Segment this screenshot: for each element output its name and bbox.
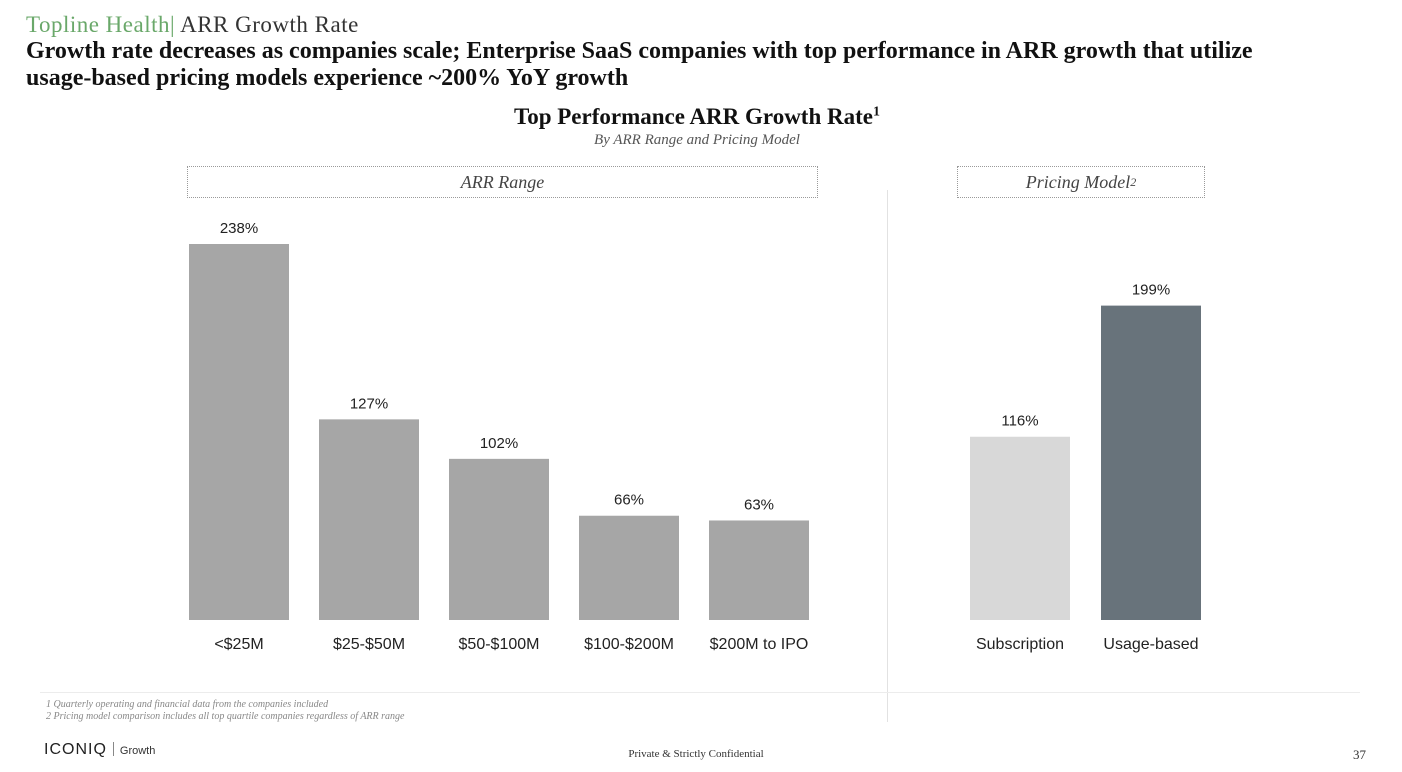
data-label-arr-200m-to-ipo: 63% [744, 496, 774, 513]
category-label-arr-100-200m: $100-$200M [584, 636, 674, 653]
category-label-pricing-usage-based: Usage-based [1103, 636, 1198, 653]
iconiq-logo: ICONIQ Growth [44, 741, 155, 759]
data-label-pricing-subscription: 116% [1001, 413, 1038, 430]
category-label-arr-25m: <$25M [214, 636, 263, 653]
data-label-arr-25m: 238% [220, 220, 258, 237]
data-label-arr-50-100m: 102% [480, 435, 518, 452]
pricing-model-footnote-ref: 2 [1130, 174, 1137, 189]
chart-title: Top Performance ARR Growth Rate1 [0, 104, 1394, 130]
footnote-divider [40, 692, 1360, 693]
section-name: Topline Health [26, 12, 170, 37]
logo-subtext: Growth [119, 745, 156, 757]
page-number: 37 [1353, 747, 1366, 762]
pricing-model-group-label-text: Pricing Model [1025, 171, 1131, 192]
category-label-arr-25-50m: $25-$50M [333, 636, 405, 653]
confidential-notice: Private & Strictly Confidential [628, 748, 764, 760]
arr-range-group-label: ARR Range [187, 166, 818, 198]
bar-pricing-subscription [970, 436, 1070, 620]
bar-arr-200m-to-ipo [709, 520, 809, 620]
pricing-model-group-label: Pricing Model 2 [957, 166, 1205, 198]
header-separator: | [170, 12, 176, 37]
footnote-1: 1 Quarterly operating and financial data… [46, 699, 329, 710]
slide-title: ARR Growth Rate [180, 12, 359, 37]
arr-range-group-label-text: ARR Range [460, 171, 545, 192]
footnote-2: 2 Pricing model comparison includes all … [46, 711, 405, 722]
data-label-pricing-usage-based: 199% [1132, 282, 1170, 299]
chart-title-text: Top Performance ARR Growth Rate [513, 104, 873, 129]
chart-subtitle: By ARR Range and Pricing Model [594, 132, 800, 148]
bar-arr-25-50m [319, 419, 419, 620]
group-divider [887, 190, 888, 722]
bar-arr-50-100m [449, 458, 549, 620]
bar-pricing-usage-based [1101, 305, 1201, 620]
headline: Growth rate decreases as companies scale… [26, 38, 1253, 91]
category-label-arr-50-100m: $50-$100M [459, 636, 540, 653]
logo-divider [112, 742, 114, 756]
category-label-arr-200m-to-ipo: $200M to IPO [710, 636, 809, 653]
data-label-arr-100-200m: 66% [614, 492, 644, 509]
data-label-arr-25-50m: 127% [350, 395, 388, 412]
chart-title-footnote-ref: 1 [873, 104, 880, 120]
logo-text: ICONIQ [44, 741, 107, 758]
bar-arr-25m [189, 244, 289, 620]
category-label-pricing-subscription: Subscription [976, 636, 1064, 653]
slide-header: Topline Health| ARR Growth Rate [26, 10, 359, 40]
bar-arr-100-200m [579, 515, 679, 620]
